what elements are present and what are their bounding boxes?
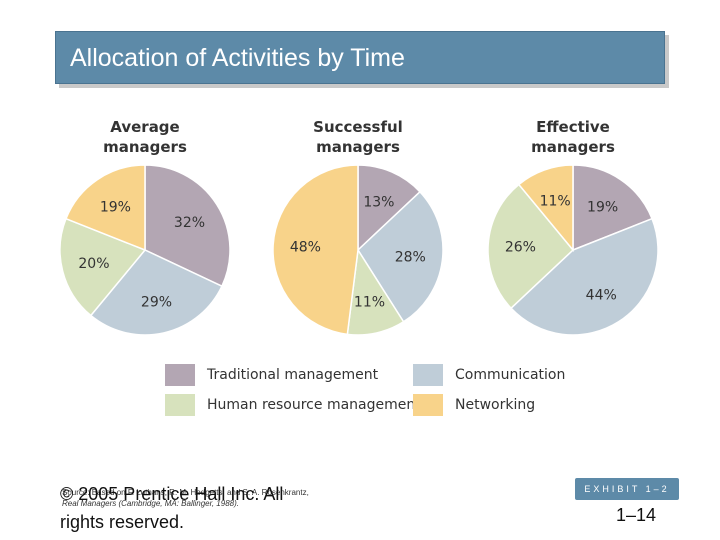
pie-2-slice-human-resource (487, 183, 575, 310)
pie-0-label-networking: 19% (100, 199, 131, 215)
exhibit-badge: EXHIBIT 1–2 (575, 478, 679, 500)
pie-2-label-networking: 11% (540, 193, 571, 209)
source-line-1: Source: Based on F. Luthans, R. M. Hodge… (62, 488, 309, 497)
pie-2-title-line-1: Effective (536, 118, 610, 136)
legend-label-networking: Networking (455, 397, 536, 413)
pie-0-slice-human-resource (59, 217, 147, 317)
legend-label-human-resource: Human resource management (207, 397, 421, 413)
pie-1-slice-networking (272, 164, 359, 336)
legend: Traditional management Communication Hum… (165, 364, 565, 420)
page-title: Allocation of Activities by Time (70, 44, 405, 72)
legend-item-communication: Communication (413, 364, 565, 386)
pie-1-title-line-1: Successful (313, 118, 403, 136)
pie-2-label-communication: 44% (586, 287, 617, 303)
pie-2-slice-communication (509, 217, 659, 336)
pie-0-slice-networking (64, 164, 146, 252)
pie-0-label-traditional: 32% (174, 215, 205, 231)
legend-swatch-communication (413, 364, 443, 386)
pie-1-slice-traditional (357, 164, 422, 252)
pie-0-label-communication: 29% (141, 294, 172, 310)
pie-1-label-traditional: 13% (363, 195, 394, 211)
legend-label-communication: Communication (455, 367, 566, 383)
pie-1-label-communication: 28% (395, 250, 426, 266)
pie-0-title-line-1: Average (110, 118, 179, 136)
pie-2-label-traditional: 19% (587, 199, 618, 215)
pie-0-slice-communication (89, 249, 223, 336)
source-citation: Source: Based on F. Luthans, R. M. Hodge… (62, 487, 352, 509)
page-number: 1–14 (616, 505, 657, 525)
legend-item-networking: Networking (413, 394, 535, 416)
legend-swatch-networking (413, 394, 443, 416)
legend-item-human-resource: Human resource management (165, 394, 421, 416)
legend-swatch-traditional (165, 364, 195, 386)
pie-1-label-human-resource: 11% (354, 294, 385, 310)
copyright-notice: © 2005 Prentice Hall Inc. All rights res… (60, 484, 284, 532)
source-line-2: Real Managers (Cambridge, MA: Ballinger,… (62, 499, 239, 508)
pie-0-title-line-2: managers (103, 138, 187, 156)
pie-2-slice-traditional (572, 164, 654, 252)
pie-1-label-networking: 48% (290, 240, 321, 256)
pie-2-title-line-2: managers (531, 138, 615, 156)
title-bar: Allocation of Activities by Time (55, 31, 665, 84)
legend-swatch-human-resource (165, 394, 195, 416)
pie-0-slice-traditional (144, 164, 231, 288)
pie-0-label-human-resource: 20% (78, 256, 109, 272)
pie-1-slice-communication (357, 190, 444, 323)
pie-2-slice-networking (517, 164, 574, 253)
pie-2-label-human-resource: 26% (505, 240, 536, 256)
pie-1-title-line-2: managers (316, 138, 400, 156)
legend-label-traditional: Traditional management (207, 367, 379, 383)
legend-item-traditional: Traditional management (165, 364, 378, 386)
